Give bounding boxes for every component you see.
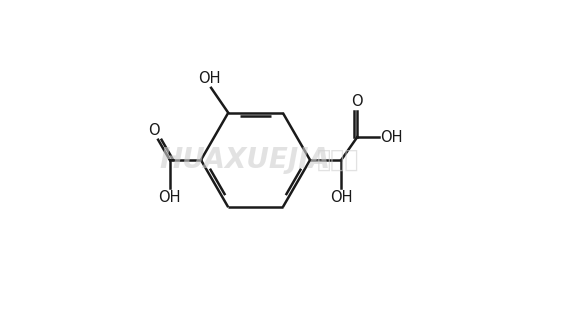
Text: O: O [148, 123, 160, 138]
Text: OH: OH [158, 190, 181, 204]
Text: O: O [351, 94, 363, 109]
Text: 化学加: 化学加 [317, 148, 359, 172]
Text: OH: OH [199, 71, 221, 86]
Text: HUAXUEJIA: HUAXUEJIA [159, 146, 330, 174]
Text: OH: OH [330, 190, 352, 204]
Text: OH: OH [380, 130, 403, 145]
